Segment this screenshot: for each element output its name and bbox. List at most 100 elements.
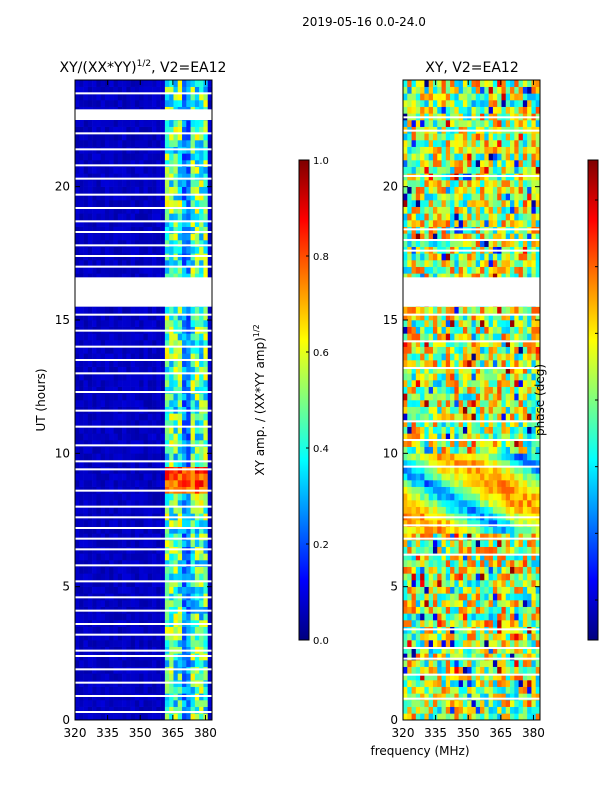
heatmap-cell	[134, 373, 140, 381]
heatmap-cell	[173, 500, 179, 507]
heatmap-cell	[471, 360, 477, 367]
heatmap-cell	[164, 193, 170, 201]
heatmap-cell	[450, 440, 455, 447]
heatmap-cell	[424, 693, 429, 701]
heatmap-cell	[177, 320, 183, 327]
heatmap-cell	[147, 613, 153, 621]
heatmap-cell	[147, 140, 153, 147]
heatmap-cell	[100, 240, 106, 247]
heatmap-cell	[173, 80, 179, 87]
heatmap-cell	[117, 273, 123, 281]
heatmap-cell	[475, 360, 481, 367]
heatmap-cell	[96, 313, 101, 321]
heatmap-cell	[441, 620, 447, 627]
heatmap-cell	[143, 446, 149, 454]
heatmap-cell	[160, 126, 166, 134]
heatmap-cell	[190, 706, 196, 714]
heatmap-cell	[190, 413, 196, 421]
heatmap-cell	[518, 540, 524, 547]
heatmap-cell	[458, 653, 464, 661]
heatmap-cell	[535, 546, 541, 554]
heatmap-cell	[83, 200, 89, 207]
heatmap-cell	[139, 533, 144, 541]
heatmap-cell	[164, 560, 170, 567]
heatmap-cell	[432, 573, 438, 581]
heatmap-cell	[415, 673, 421, 681]
heatmap-cell	[122, 386, 127, 394]
heatmap-cell	[441, 573, 447, 581]
heatmap-cell	[535, 373, 541, 381]
heatmap-cell	[522, 713, 528, 721]
heatmap-cell	[194, 386, 200, 394]
heatmap-cell	[139, 706, 144, 714]
heatmap-cell	[156, 460, 161, 467]
heatmap-cell	[75, 206, 80, 214]
heatmap-cell	[450, 333, 455, 341]
heatmap-cell	[160, 93, 166, 101]
heatmap-cell	[497, 593, 502, 601]
heatmap-cell	[164, 220, 170, 227]
heatmap-cell	[199, 186, 204, 194]
heatmap-cell	[96, 346, 101, 354]
heatmap-cell	[535, 640, 541, 647]
heatmap-cell	[420, 540, 425, 547]
heatmap-cell	[445, 573, 451, 581]
heatmap-cell	[475, 686, 481, 694]
heatmap-cell	[169, 386, 174, 394]
heatmap-cell	[522, 453, 528, 461]
heatmap-cell	[203, 420, 209, 427]
heatmap-cell	[117, 153, 123, 161]
heatmap-cell	[411, 426, 417, 434]
heatmap-cell	[156, 120, 161, 127]
heatmap-cell	[480, 380, 485, 387]
heatmap-cell	[160, 640, 166, 647]
heatmap-cell	[432, 633, 438, 641]
heatmap-cell	[92, 333, 97, 341]
heatmap-cell	[109, 573, 114, 581]
heatmap-cell	[501, 526, 507, 534]
heatmap-cell	[475, 560, 481, 567]
heatmap-cell	[424, 506, 429, 514]
heatmap-cell	[139, 86, 144, 94]
heatmap-cell	[501, 646, 507, 654]
heatmap-cell	[462, 680, 468, 687]
heatmap-cell	[454, 333, 459, 341]
heatmap-cell	[109, 706, 114, 714]
heatmap-cell	[467, 386, 472, 394]
heatmap-cell	[83, 600, 89, 607]
heatmap-cell	[462, 373, 468, 381]
heatmap-cell	[134, 93, 140, 101]
heatmap-cell	[432, 540, 438, 547]
heatmap-cell	[207, 240, 213, 247]
heatmap-cell	[122, 160, 127, 167]
heatmap-cell	[169, 660, 174, 667]
heatmap-cell	[407, 573, 412, 581]
heatmap-cell	[501, 500, 507, 507]
heatmap-cell	[462, 426, 468, 434]
heatmap-cell	[428, 373, 434, 381]
heatmap-cell	[527, 700, 532, 707]
heatmap-cell	[488, 460, 494, 467]
heatmap-cell	[152, 233, 157, 241]
heatmap-cell	[109, 233, 114, 241]
heatmap-cell	[190, 420, 196, 427]
heatmap-cell	[79, 586, 84, 594]
heatmap-cell	[96, 433, 101, 441]
heatmap-cell	[403, 593, 408, 601]
heatmap-cell	[403, 473, 408, 481]
heatmap-cell	[531, 413, 537, 421]
heatmap-cell	[510, 573, 515, 581]
heatmap-cell	[186, 413, 191, 421]
heatmap-cell	[182, 600, 187, 607]
flagged-line	[75, 425, 212, 428]
heatmap-cell	[194, 660, 200, 667]
heatmap-cell	[160, 100, 166, 107]
heatmap-cell	[527, 480, 532, 487]
heatmap-cell	[100, 260, 106, 267]
heatmap-cell	[458, 480, 464, 487]
heatmap-cell	[143, 420, 149, 427]
heatmap-cell	[152, 340, 157, 347]
heatmap-cell	[450, 486, 455, 494]
heatmap-cell	[501, 480, 507, 487]
heatmap-cell	[113, 180, 119, 187]
